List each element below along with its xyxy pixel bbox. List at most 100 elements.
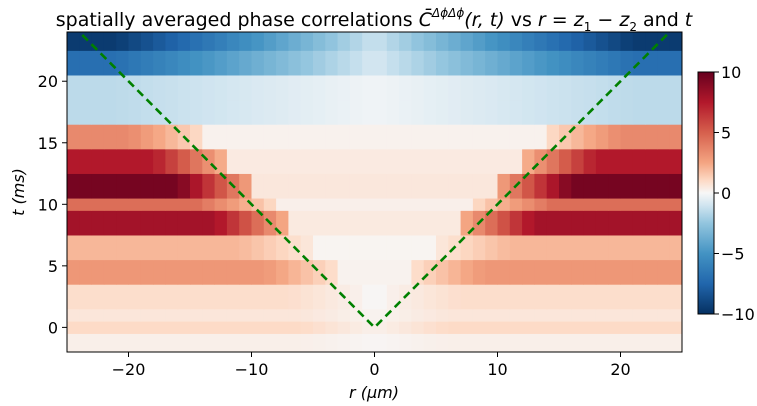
heatmap-cell — [509, 284, 523, 310]
heatmap-cell — [165, 99, 179, 125]
heatmap-cell — [239, 284, 252, 310]
heatmap-cell — [91, 308, 105, 322]
heatmap-cell — [485, 32, 498, 51]
heatmap-cell — [522, 75, 535, 101]
heatmap-cell — [300, 148, 314, 174]
heatmap-cell — [423, 284, 437, 310]
heatmap-cell — [645, 173, 658, 199]
heatmap-cell — [128, 32, 142, 51]
heatmap-cell — [325, 321, 338, 334]
heatmap-cell — [436, 124, 449, 150]
heatmap-cell — [571, 50, 584, 76]
heatmap-cell — [276, 50, 289, 76]
heatmap-cell — [128, 50, 142, 76]
heatmap-cell — [522, 259, 535, 285]
heatmap-cell — [546, 259, 560, 285]
heatmap-cell — [337, 321, 351, 334]
heatmap-cell — [67, 148, 80, 174]
heatmap-cell — [497, 259, 511, 285]
heatmap-cell — [559, 210, 572, 236]
heatmap-cell — [349, 124, 363, 150]
heatmap-cell — [386, 99, 400, 125]
heatmap-cell — [620, 124, 634, 150]
colorbar-tick-label: −5 — [721, 245, 745, 264]
heatmap-cell — [190, 124, 203, 150]
heatmap-cell — [325, 333, 338, 352]
heatmap-cell — [497, 173, 511, 199]
heatmap-cell — [472, 321, 486, 334]
title-eq: = — [546, 9, 574, 31]
heatmap-cell — [411, 308, 425, 322]
heatmap-cell — [595, 235, 609, 261]
heatmap-cell — [177, 321, 191, 334]
heatmap-cell — [276, 333, 289, 352]
heatmap-cell — [423, 173, 437, 199]
heatmap-cell — [362, 235, 375, 261]
heatmap-cell — [362, 198, 375, 211]
heatmap-cell — [349, 259, 363, 285]
heatmap-cell — [620, 284, 634, 310]
heatmap-cell — [263, 284, 277, 310]
heatmap-cell — [153, 50, 166, 76]
heatmap-cell — [608, 308, 621, 322]
heatmap-cell — [276, 259, 289, 285]
heatmap-cell — [325, 75, 338, 101]
heatmap-cell — [91, 333, 105, 352]
heatmap-cell — [595, 173, 609, 199]
heatmap-cell — [79, 75, 92, 101]
heatmap-cell — [67, 235, 80, 261]
heatmap-cell — [583, 210, 597, 236]
heatmap-cell — [165, 148, 179, 174]
heatmap-cell — [276, 308, 289, 322]
heatmap-cell — [300, 50, 314, 76]
heatmap-cell — [214, 32, 228, 51]
heatmap-cell — [559, 198, 572, 211]
heatmap-cell — [300, 99, 314, 125]
heatmap-cell — [411, 99, 425, 125]
heatmap-cell — [325, 173, 338, 199]
heatmap-cell — [374, 321, 388, 334]
heatmap-cell — [251, 173, 265, 199]
heatmap-cell — [263, 308, 277, 322]
heatmap-cell — [251, 198, 265, 211]
heatmap-cell — [645, 99, 658, 125]
heatmap-cell — [325, 308, 338, 322]
heatmap-cell — [436, 259, 449, 285]
heatmap-cell — [349, 50, 363, 76]
heatmap-cell — [313, 32, 326, 51]
heatmap-cell — [300, 259, 314, 285]
heatmap-cell — [337, 124, 351, 150]
heatmap-cell — [620, 148, 634, 174]
heatmap-cell — [91, 321, 105, 334]
heatmap-cell — [79, 321, 92, 334]
heatmap-cell — [128, 148, 142, 174]
heatmap-cell — [436, 99, 449, 125]
heatmap-cell — [91, 198, 105, 211]
heatmap-cell — [534, 308, 548, 322]
heatmap-cell — [645, 308, 658, 322]
heatmap-cell — [226, 284, 240, 310]
heatmap-cell — [239, 32, 252, 51]
heatmap-cell — [325, 259, 338, 285]
heatmap-cell — [472, 308, 486, 322]
heatmap-cell — [300, 308, 314, 322]
heatmap-cell — [325, 50, 338, 76]
heatmap-cell — [67, 259, 80, 285]
y-axis-label: t (ms) — [9, 168, 28, 216]
heatmap-cell — [669, 321, 682, 334]
heatmap-cell — [226, 148, 240, 174]
heatmap-cell — [411, 148, 425, 174]
heatmap — [67, 32, 682, 352]
heatmap-cell — [288, 259, 302, 285]
heatmap-cell — [497, 210, 511, 236]
title-t-var: t — [685, 9, 694, 31]
heatmap-cell — [103, 32, 117, 51]
heatmap-cell — [497, 235, 511, 261]
heatmap-cell — [374, 198, 388, 211]
heatmap-cell — [153, 259, 166, 285]
heatmap-cell — [177, 308, 191, 322]
heatmap-cell — [608, 50, 621, 76]
heatmap-cell — [571, 210, 584, 236]
heatmap-cell — [546, 198, 560, 211]
